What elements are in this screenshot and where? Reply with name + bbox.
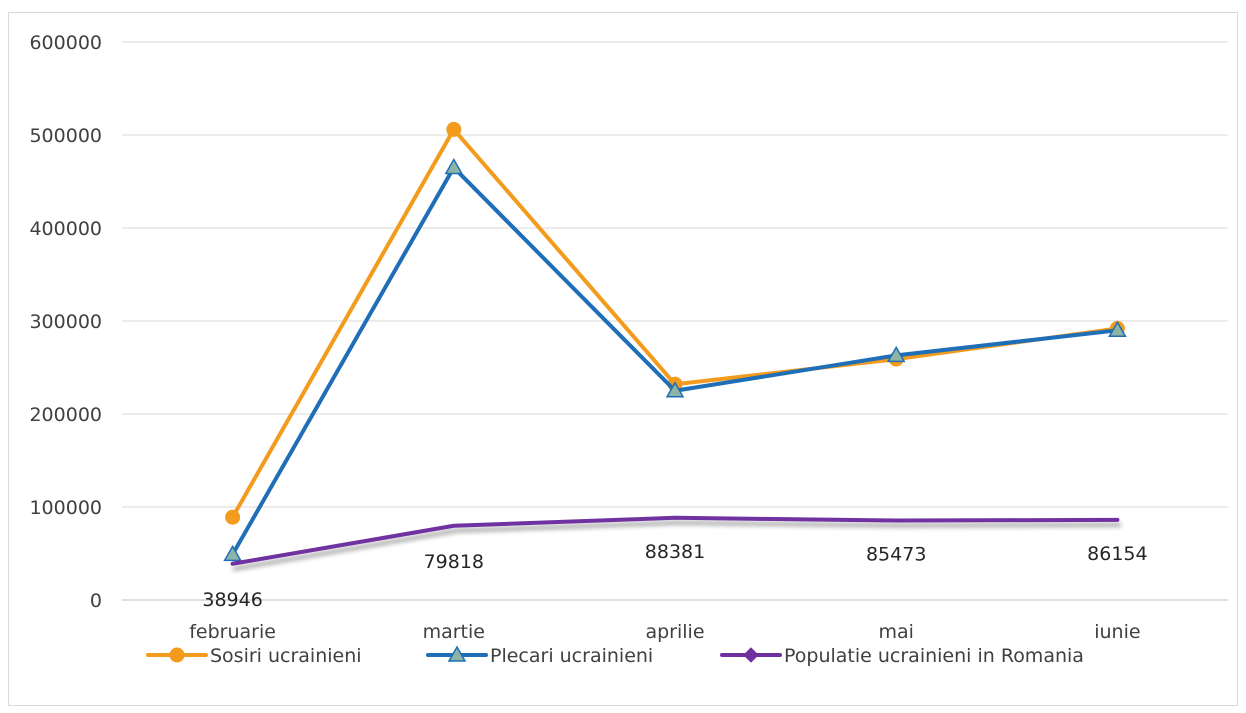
y-tick-label: 300000 <box>29 311 102 333</box>
series-layer <box>223 121 1127 566</box>
x-tick-label: aprilie <box>645 621 704 643</box>
data-label: 79818 <box>424 551 484 573</box>
data-point <box>743 647 759 663</box>
legend-label: Sosiri ucrainieni <box>210 645 362 667</box>
data-label: 85473 <box>866 544 926 566</box>
x-tick-label: februarie <box>189 621 276 643</box>
legend-item-1: Sosiri ucrainieni <box>146 645 362 667</box>
legend-label: Populatie ucrainieni in Romania <box>784 645 1084 667</box>
data-point <box>447 645 467 662</box>
x-axis-ticks: februarie martie aprilie mai iunie <box>189 621 1140 643</box>
x-tick-label: mai <box>878 621 913 643</box>
y-tick-label: 600000 <box>29 32 102 54</box>
data-point <box>665 381 685 398</box>
data-label: 38946 <box>202 589 262 611</box>
legend-item-2: Plecari ucrainieni <box>426 645 653 667</box>
y-tick-label: 500000 <box>29 125 102 147</box>
y-tick-label: 200000 <box>29 404 102 426</box>
data-labels: 38946 79818 88381 85473 86154 <box>202 541 1147 611</box>
gridlines <box>122 41 1228 601</box>
data-point <box>223 544 242 562</box>
y-axis-ticks: 0 100000 200000 300000 400000 500000 600000 <box>29 32 102 612</box>
data-point <box>169 647 185 663</box>
series-line <box>230 515 1120 566</box>
data-point <box>225 509 241 525</box>
data-label: 88381 <box>645 541 705 563</box>
legend-label: Plecari ucrainieni <box>490 645 653 667</box>
y-tick-label: 0 <box>90 590 102 612</box>
series-line <box>230 165 1120 557</box>
series-1 <box>225 121 1125 525</box>
y-tick-label: 100000 <box>29 497 102 519</box>
legend: Sosiri ucrainieni Plecari ucrainieni Popul… <box>146 645 1084 667</box>
data-point <box>886 345 906 363</box>
series-2 <box>223 158 1127 562</box>
data-point <box>444 158 464 175</box>
data-label: 86154 <box>1087 543 1147 565</box>
legend-item-3: Populatie ucrainieni in Romania <box>720 645 1084 667</box>
x-tick-label: iunie <box>1094 621 1140 643</box>
y-tick-label: 400000 <box>29 218 102 240</box>
x-tick-label: martie <box>423 621 485 643</box>
data-point <box>446 121 462 137</box>
chart-frame <box>8 12 1238 706</box>
data-point <box>1108 320 1127 338</box>
series-3 <box>230 515 1120 566</box>
